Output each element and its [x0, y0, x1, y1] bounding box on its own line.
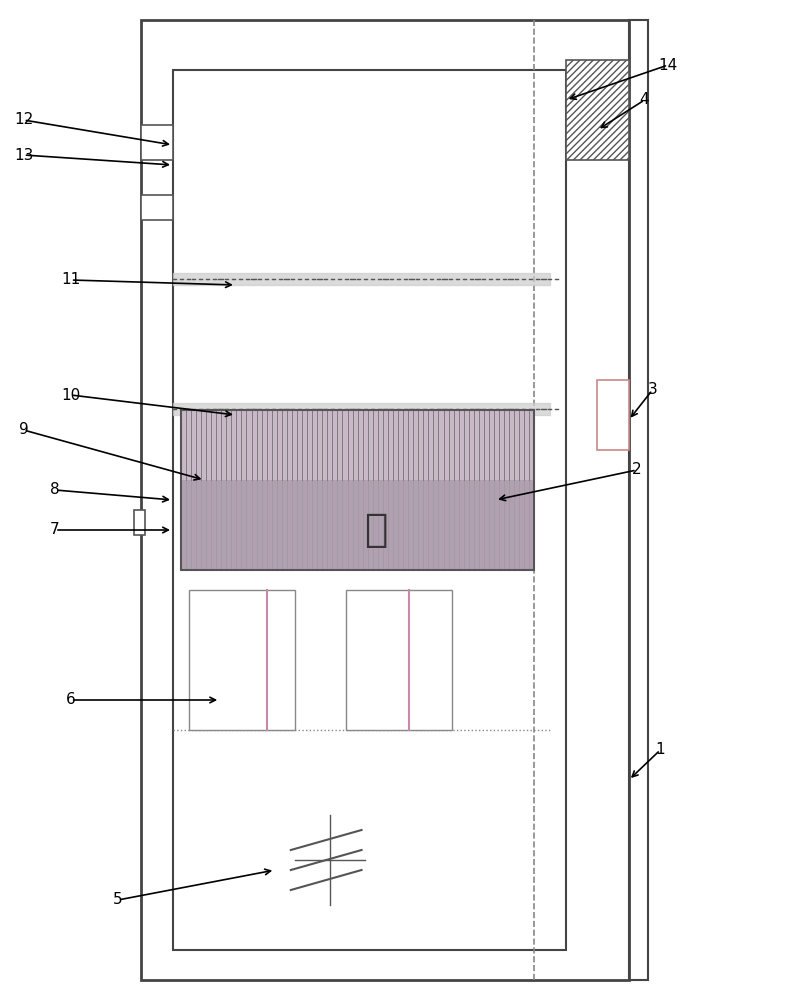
Text: 3: 3 [648, 382, 657, 397]
Bar [181, 410, 534, 570]
Text: 7: 7 [50, 522, 60, 538]
Bar [566, 60, 629, 160]
Bar [141, 195, 173, 220]
Text: 9: 9 [19, 422, 28, 438]
Text: 8: 8 [50, 483, 60, 497]
Text: 13: 13 [14, 147, 33, 162]
Text: 1: 1 [656, 742, 665, 758]
Text: 2: 2 [632, 462, 641, 478]
Text: 6: 6 [66, 692, 75, 708]
Text: 12: 12 [14, 112, 33, 127]
Text: 10: 10 [61, 387, 80, 402]
Bar [189, 590, 295, 730]
Bar [181, 480, 534, 570]
Bar [597, 380, 629, 450]
Text: 14: 14 [659, 57, 678, 73]
Bar [173, 70, 566, 950]
Bar [181, 410, 534, 480]
Bar [629, 20, 648, 980]
Text: 5: 5 [113, 892, 123, 908]
Bar [346, 590, 452, 730]
Bar [134, 510, 145, 535]
Bar [141, 125, 173, 160]
Text: 4: 4 [640, 93, 649, 107]
Text: 水: 水 [364, 512, 387, 548]
Bar [141, 20, 629, 980]
Text: 11: 11 [61, 272, 80, 288]
